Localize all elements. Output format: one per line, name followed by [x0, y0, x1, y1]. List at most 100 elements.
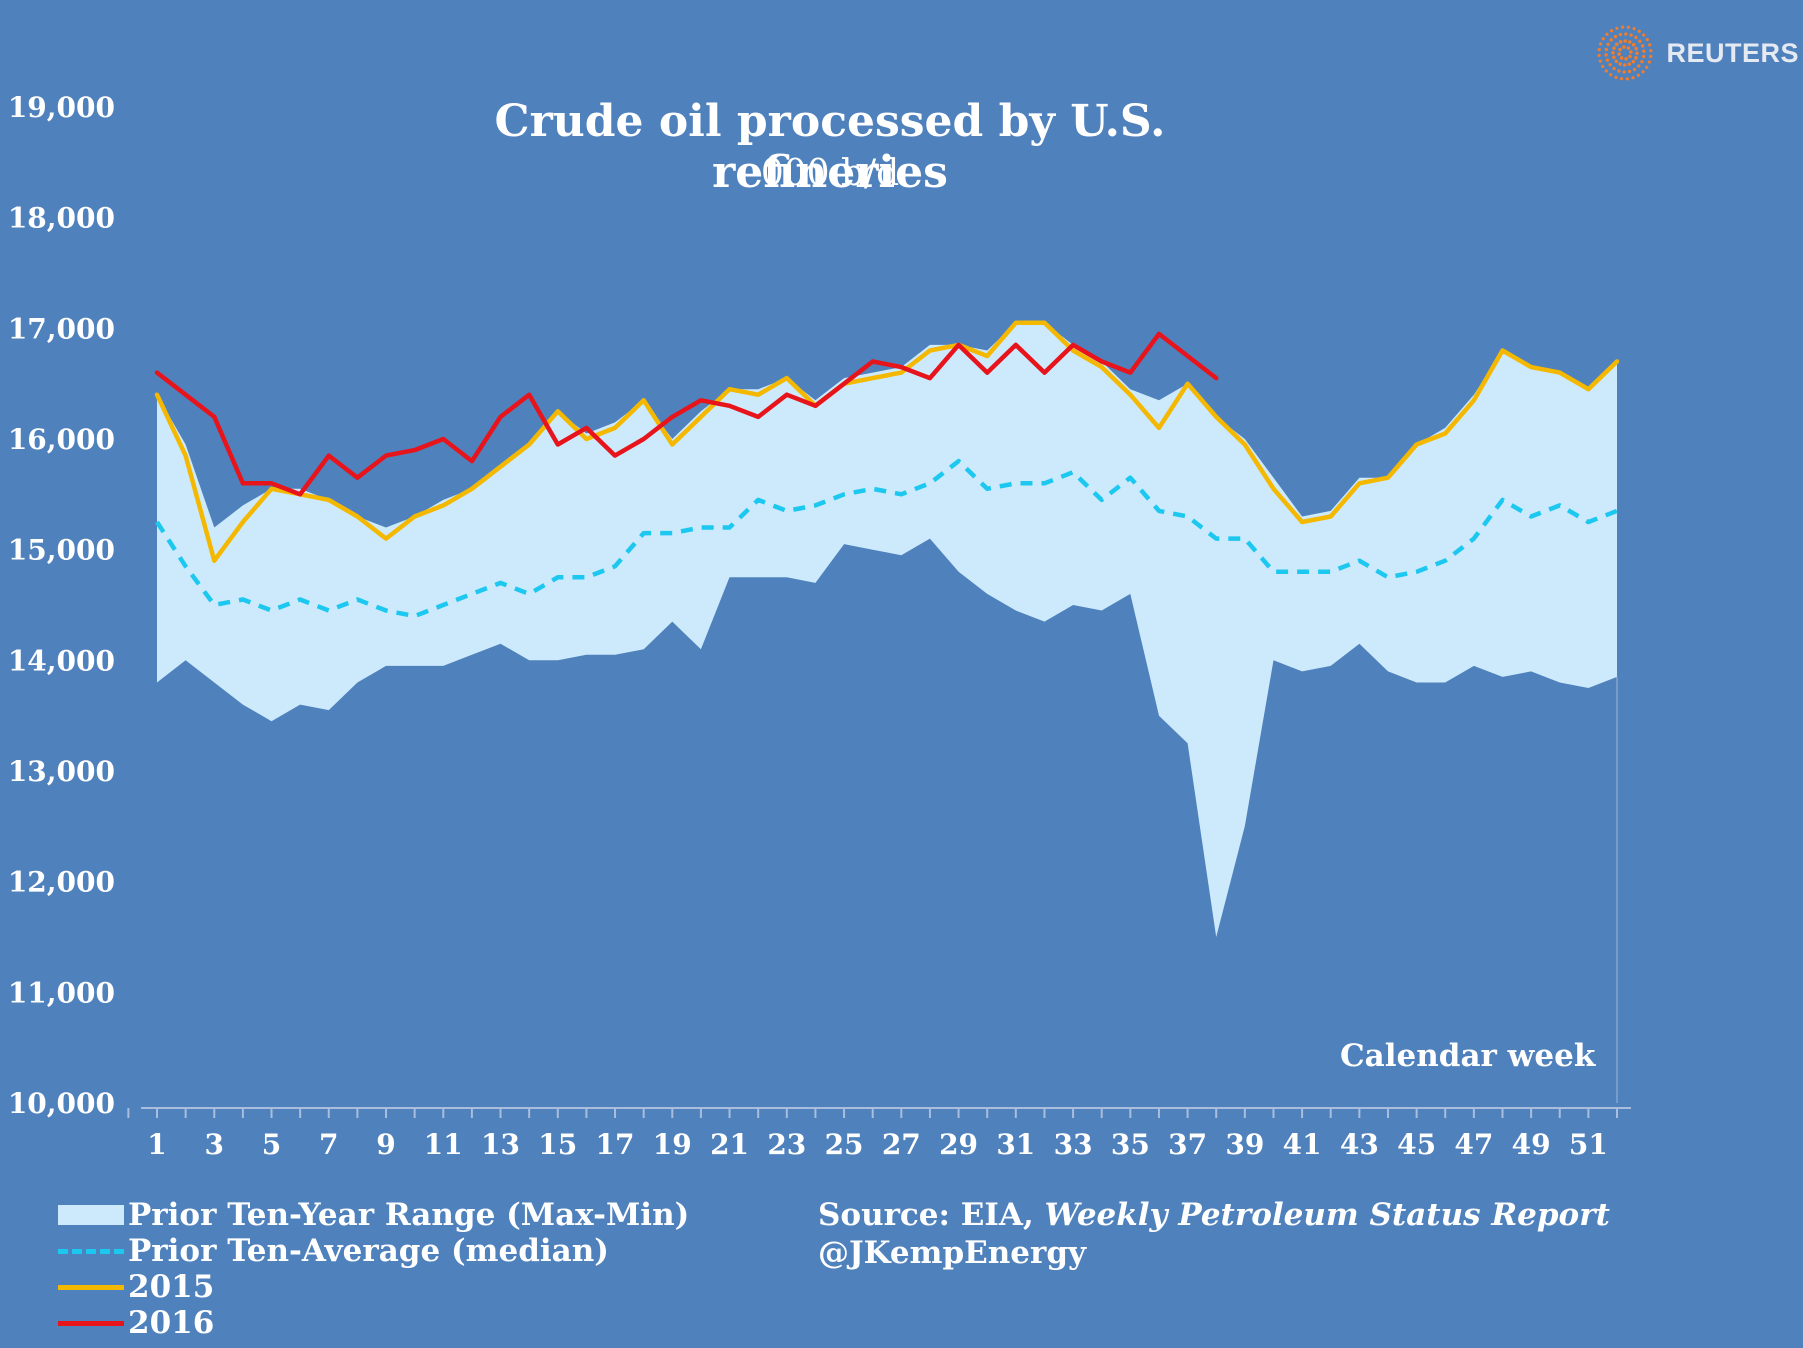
- line-2015-swatch: [58, 1284, 124, 1290]
- legend-item-median: Prior Ten-Average (median): [58, 1233, 689, 1269]
- y-tick-label: 15,000: [8, 534, 115, 567]
- series-line-2016: [154, 331, 1219, 497]
- x-tick-label: 13: [481, 1128, 520, 1161]
- reuters-dot: [1619, 40, 1623, 44]
- reuters-dot: [1648, 43, 1652, 47]
- x-tick-label: 3: [205, 1128, 224, 1161]
- x-tick-label: 47: [1454, 1128, 1493, 1161]
- y-tick-label: 11,000: [8, 976, 115, 1009]
- line-2016-swatch: [58, 1320, 124, 1326]
- reuters-dot: [1642, 33, 1646, 37]
- reuters-dot: [1610, 29, 1614, 33]
- y-tick-label: 14,000: [8, 644, 115, 677]
- reuters-dot: [1622, 45, 1627, 49]
- legend-label-median: Prior Ten-Average (median): [128, 1233, 609, 1269]
- reuters-logo: REUTERS: [1594, 22, 1799, 84]
- reuters-dot: [1645, 65, 1649, 69]
- reuters-dot: [1612, 66, 1617, 71]
- reuters-dot: [1624, 32, 1629, 36]
- source-handle: @JKempEnergy: [818, 1235, 1087, 1271]
- reuters-dot: [1619, 32, 1623, 37]
- x-tick-label: 21: [710, 1128, 749, 1161]
- reuters-dot: [1635, 51, 1640, 56]
- reuters-wordmark: REUTERS: [1666, 37, 1799, 68]
- reuters-dot: [1649, 48, 1653, 53]
- reuters-dot: [1637, 73, 1641, 77]
- reuters-dot: [1638, 29, 1642, 33]
- reuters-dot: [1627, 25, 1631, 29]
- ten-year-range-area: [157, 322, 1617, 937]
- reuters-dot: [1642, 49, 1647, 53]
- reuters-dot: [1620, 56, 1624, 60]
- reuters-dot: [1641, 70, 1646, 74]
- reuters-dot: [1626, 77, 1630, 81]
- x-tick-label: 7: [319, 1128, 338, 1161]
- source-note: Source: EIA, Weekly Petroleum Status Rep…: [818, 1196, 1610, 1272]
- reuters-dot: [1599, 42, 1603, 46]
- median-series-line: [155, 458, 1618, 619]
- source-report: Weekly Petroleum Status Report: [1044, 1197, 1610, 1233]
- reuters-dot: [1614, 75, 1619, 79]
- range-swatch: [58, 1205, 124, 1225]
- legend-label-2015: 2015: [128, 1269, 215, 1305]
- reuters-dots-icon: [1597, 25, 1653, 81]
- reuters-dot: [1615, 59, 1619, 64]
- legend: Prior Ten-Year Range (Max-Min) Prior Ten…: [58, 1197, 689, 1341]
- ten-year-range-layer: [157, 322, 1617, 937]
- x-tick-label: 31: [996, 1128, 1035, 1161]
- y-tick-label: 10,000: [8, 1087, 115, 1120]
- reuters-dot: [1631, 76, 1636, 80]
- reuters-dot: [1627, 46, 1631, 50]
- chart-title: Crude oil processed by U.S. refineries: [494, 96, 1166, 198]
- reuters-dot: [1608, 63, 1613, 67]
- reuters-dot: [1634, 56, 1639, 60]
- reuters-dot: [1611, 50, 1616, 55]
- x-tick-label: 39: [1225, 1128, 1264, 1161]
- reuters-dot: [1634, 35, 1639, 40]
- reuters-dot: [1615, 26, 1619, 30]
- reuters-dot: [1632, 42, 1636, 47]
- legend-item-range: Prior Ten-Year Range (Max-Min): [58, 1197, 689, 1233]
- reuters-dot: [1617, 69, 1622, 73]
- reuters-dot: [1628, 40, 1633, 44]
- reuters-dot: [1621, 25, 1625, 29]
- source-line: Source: EIA, Weekly Petroleum Status Rep…: [818, 1196, 1610, 1234]
- x-tick-label: 19: [653, 1128, 692, 1161]
- reuters-dot: [1598, 47, 1602, 52]
- reuters-dot: [1614, 34, 1618, 39]
- reuters-dot: [1632, 27, 1637, 31]
- legend-label-2016: 2016: [128, 1305, 215, 1341]
- x-tick-label: 25: [825, 1128, 864, 1161]
- reuters-dot: [1601, 64, 1605, 68]
- y-tick-label: 13,000: [8, 755, 115, 788]
- legend-label-range: Prior Ten-Year Range (Max-Min): [128, 1197, 690, 1233]
- reuters-dot: [1628, 69, 1632, 74]
- x-tick-label: 51: [1569, 1128, 1608, 1161]
- y-tick-label: 18,000: [8, 202, 115, 235]
- reuters-dot: [1612, 55, 1617, 60]
- chart-subtitle: 000 b/d: [760, 153, 900, 194]
- tick-labels: 10,000 11,000 12,000 13,000 14,000 15,000 16,0…: [8, 91, 1608, 1161]
- x-tick-label: 45: [1397, 1128, 1436, 1161]
- x-tick-label: 27: [882, 1128, 921, 1161]
- y-tick-label: 19,000: [8, 91, 115, 124]
- legend-item-2015: 2015: [58, 1269, 689, 1305]
- reuters-dot: [1597, 53, 1602, 58]
- y-tick-label: 16,000: [8, 423, 115, 456]
- reuters-dot: [1606, 42, 1611, 47]
- x-tick-label: 11: [424, 1128, 463, 1161]
- reuters-dot: [1640, 59, 1645, 64]
- x-axis-label: Calendar week: [1340, 1038, 1596, 1074]
- reuters-dot: [1615, 42, 1619, 47]
- y-tick-label: 12,000: [8, 866, 115, 899]
- x-tick-label: 17: [596, 1128, 635, 1161]
- x-tick-label: 35: [1111, 1128, 1150, 1161]
- reuters-dot: [1605, 69, 1609, 73]
- reuters-dot: [1622, 70, 1627, 74]
- reuters-dot: [1605, 47, 1609, 52]
- source-prefix: Source: EIA,: [818, 1197, 1034, 1233]
- series-line-2015: [154, 320, 1620, 563]
- reuters-dot: [1641, 44, 1645, 48]
- x-tick-label: 49: [1512, 1128, 1551, 1161]
